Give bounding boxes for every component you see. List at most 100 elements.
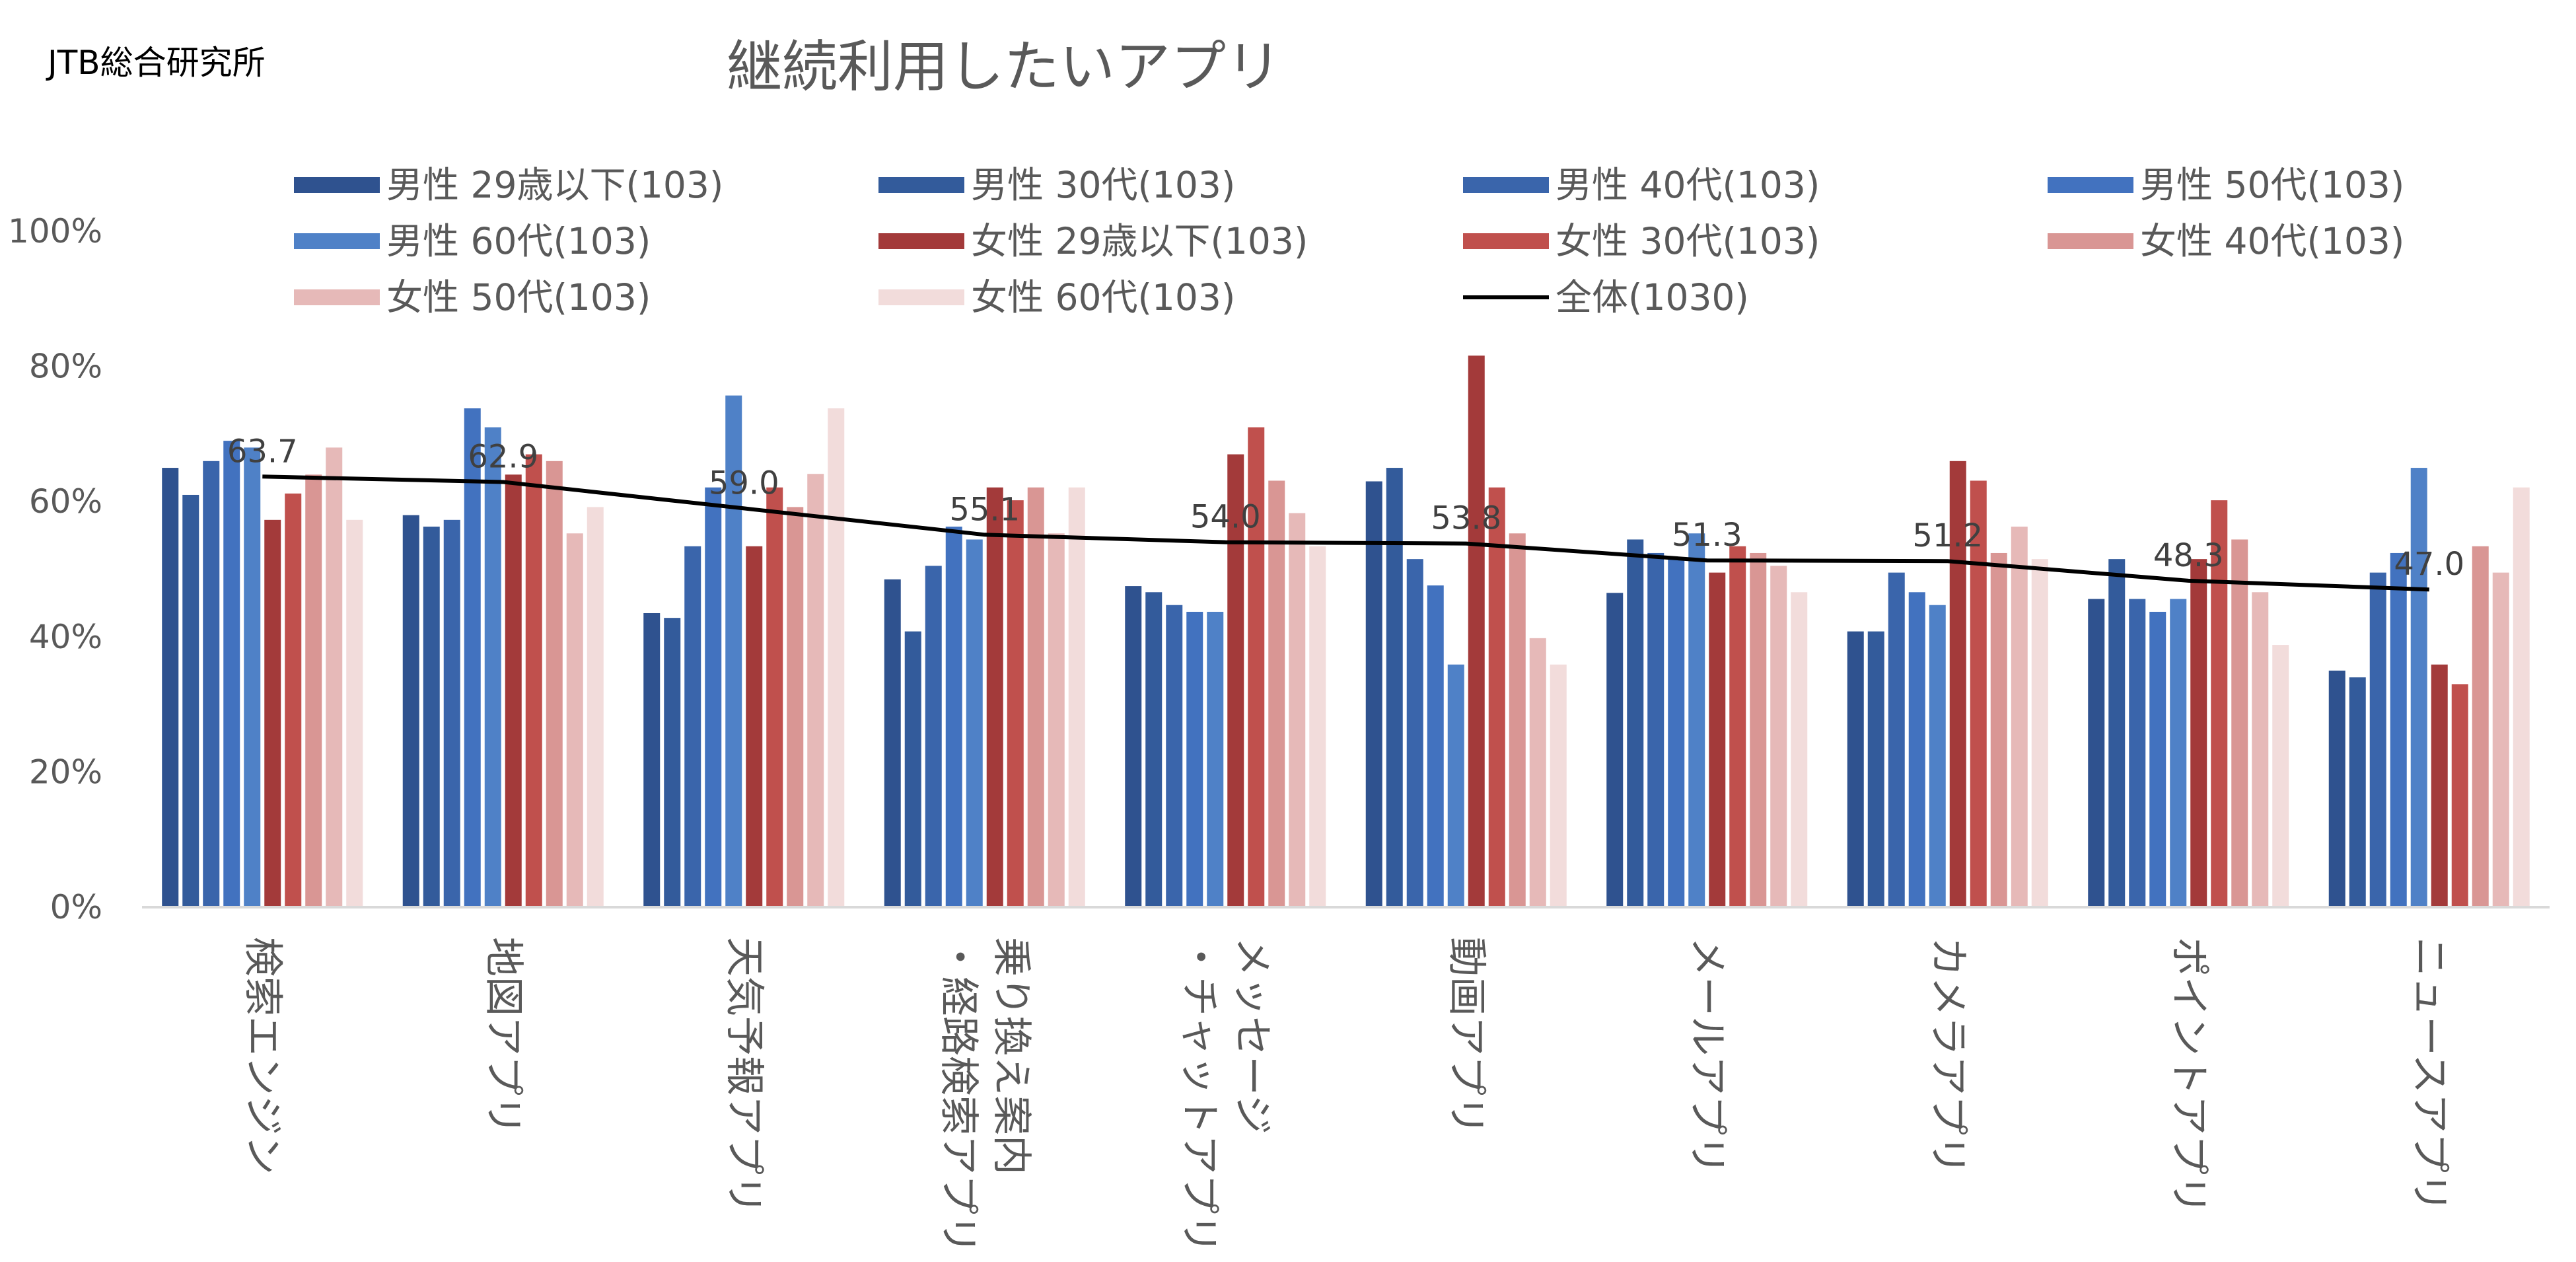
legend-label: 女性 50代(103) bbox=[386, 276, 651, 318]
bar bbox=[1227, 454, 1244, 907]
bar bbox=[2231, 539, 2248, 907]
category-label: ポイントアプリ bbox=[2165, 937, 2211, 1214]
bar bbox=[566, 533, 583, 907]
bar bbox=[1929, 605, 1946, 907]
bar bbox=[2211, 500, 2228, 907]
category-label: メッセージ bbox=[1229, 937, 1275, 1134]
bar bbox=[1125, 586, 1142, 907]
bar bbox=[807, 474, 824, 907]
bar bbox=[285, 493, 302, 907]
bar bbox=[1847, 631, 1864, 907]
legend-label: 男性 50代(103) bbox=[2140, 164, 2404, 206]
bar bbox=[2431, 664, 2448, 907]
category-label: ニュースアプリ bbox=[2406, 937, 2452, 1212]
bar bbox=[1529, 638, 1546, 907]
data-label: 62.9 bbox=[468, 439, 538, 476]
y-tick-label: 0% bbox=[50, 888, 102, 926]
bar bbox=[402, 515, 419, 907]
bar bbox=[2108, 559, 2126, 907]
bar bbox=[264, 519, 281, 907]
bar bbox=[828, 408, 845, 907]
legend-marker bbox=[2048, 233, 2133, 249]
legend-label: 男性 30代(103) bbox=[971, 164, 1235, 206]
bar bbox=[1207, 611, 1224, 907]
bar bbox=[925, 566, 942, 907]
category-label: 検索エンジン bbox=[239, 937, 285, 1175]
legend-marker bbox=[878, 233, 964, 249]
bar bbox=[1688, 533, 1705, 907]
bar bbox=[1729, 546, 1746, 907]
y-tick-label: 40% bbox=[29, 618, 102, 656]
bar bbox=[305, 474, 322, 907]
bar bbox=[1027, 487, 1044, 907]
data-label: 53.8 bbox=[1431, 500, 1501, 537]
bar bbox=[966, 539, 983, 907]
data-label: 59.0 bbox=[709, 464, 779, 501]
bar bbox=[1268, 480, 1285, 907]
legend-marker bbox=[294, 177, 380, 193]
bar bbox=[787, 507, 804, 907]
chart-title: 継続利用したいアプリ bbox=[727, 34, 1281, 99]
bar bbox=[725, 395, 742, 907]
bar bbox=[1365, 481, 1382, 907]
legend-label: 男性 40代(103) bbox=[1556, 164, 1820, 206]
bar bbox=[2190, 559, 2207, 907]
legend-marker bbox=[294, 289, 380, 305]
bar bbox=[2390, 552, 2407, 907]
data-label: 51.2 bbox=[1912, 517, 1983, 554]
legend-marker bbox=[294, 233, 380, 249]
bar bbox=[2410, 468, 2427, 907]
category-label: メールアプリ bbox=[1684, 937, 1730, 1175]
bar bbox=[2170, 599, 2187, 907]
bar bbox=[505, 474, 522, 907]
bar bbox=[326, 447, 343, 907]
bars bbox=[162, 355, 2530, 907]
bar bbox=[2451, 684, 2468, 907]
bar bbox=[1970, 480, 1987, 907]
bar bbox=[1750, 552, 1767, 907]
bar bbox=[1447, 664, 1464, 907]
bar bbox=[1908, 592, 1925, 907]
bar bbox=[1048, 533, 1065, 907]
data-label: 48.3 bbox=[2153, 537, 2224, 574]
total-line bbox=[262, 474, 2429, 592]
bar bbox=[525, 454, 542, 907]
bar bbox=[664, 618, 681, 907]
bar bbox=[904, 631, 921, 907]
legend-marker bbox=[2048, 177, 2133, 193]
bar bbox=[223, 441, 240, 907]
data-label: 54.0 bbox=[1190, 499, 1261, 536]
legend-marker bbox=[1463, 233, 1549, 249]
legend-label: 女性 29歳以下(103) bbox=[971, 220, 1308, 262]
bar bbox=[1709, 572, 1726, 907]
bar bbox=[464, 408, 481, 907]
bar bbox=[1289, 513, 1306, 907]
y-tick-label: 60% bbox=[29, 482, 102, 521]
bar bbox=[1166, 605, 1183, 907]
bar bbox=[1770, 566, 1787, 907]
legend-label: 男性 60代(103) bbox=[386, 220, 651, 262]
bar bbox=[182, 494, 199, 907]
bar bbox=[1468, 355, 1485, 907]
data-label: 51.3 bbox=[1672, 517, 1742, 554]
bar bbox=[2513, 487, 2530, 907]
bar bbox=[1550, 664, 1567, 907]
legend: 男性 29歳以下(103) 男性 30代(103) 男性 40代(103) 男性 50… bbox=[294, 164, 2404, 318]
bar bbox=[1309, 546, 1326, 907]
bar bbox=[423, 527, 440, 907]
bar bbox=[986, 487, 1003, 907]
bar bbox=[2492, 572, 2509, 907]
legend-label: 男性 29歳以下(103) bbox=[386, 164, 723, 206]
legend-marker bbox=[1463, 177, 1549, 193]
category-label: 地図アプリ bbox=[480, 937, 526, 1135]
bar bbox=[1791, 592, 1808, 907]
legend-marker bbox=[878, 289, 964, 305]
bar bbox=[1248, 427, 1265, 907]
bar bbox=[684, 546, 701, 907]
bar bbox=[1867, 631, 1884, 907]
bar bbox=[2129, 599, 2146, 907]
bar bbox=[1668, 559, 1685, 907]
category-label: ・経路検索アプリ bbox=[935, 937, 982, 1254]
y-axis: 0% 20% 40% 60% 80% 100% bbox=[8, 212, 102, 926]
